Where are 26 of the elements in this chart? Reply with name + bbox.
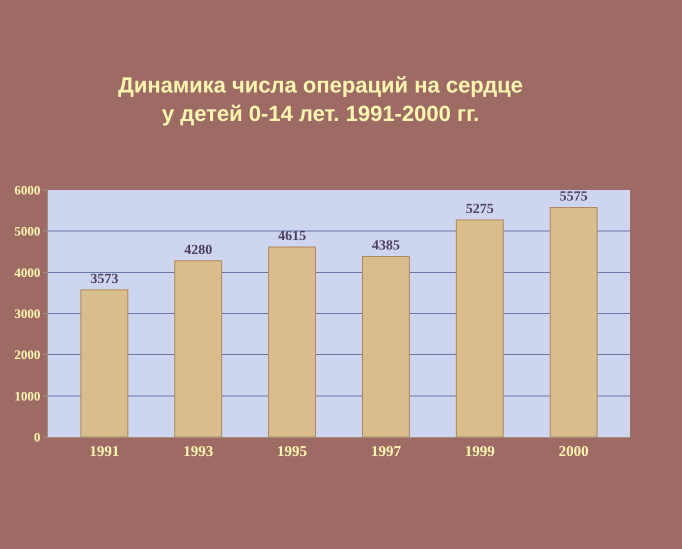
data-label: 4385	[372, 238, 400, 254]
y-tick-label: 0	[34, 430, 40, 445]
bar	[268, 246, 316, 437]
x-tick-label: 1993	[183, 444, 214, 460]
data-label: 4280	[184, 242, 212, 258]
y-tick-label: 2000	[14, 347, 40, 362]
data-label: 5575	[560, 190, 588, 204]
bar	[362, 256, 410, 437]
chart-title: Динамика числа операций на сердце у детей 0-14 лет. 1991-2000 гг.	[118, 72, 523, 126]
x-tick-label: 2000	[558, 444, 589, 460]
data-label: 5275	[466, 202, 494, 217]
x-tick-label: 1991	[89, 444, 120, 460]
data-label: 3573	[90, 272, 118, 287]
y-tick-label: 3000	[14, 306, 40, 322]
y-tick-label: 4000	[14, 264, 40, 280]
bar	[80, 289, 128, 437]
x-tick-label: 1995	[277, 444, 308, 460]
x-tick-label: 1997	[370, 444, 402, 460]
bar	[550, 207, 598, 437]
bar	[174, 260, 222, 437]
x-tick-label: 1999	[464, 444, 495, 460]
y-tick-label: 6000	[14, 182, 40, 198]
y-tick-label: 1000	[14, 388, 40, 404]
data-label: 4615	[278, 229, 306, 244]
bar	[456, 219, 504, 437]
y-tick-label: 5000	[14, 224, 40, 239]
